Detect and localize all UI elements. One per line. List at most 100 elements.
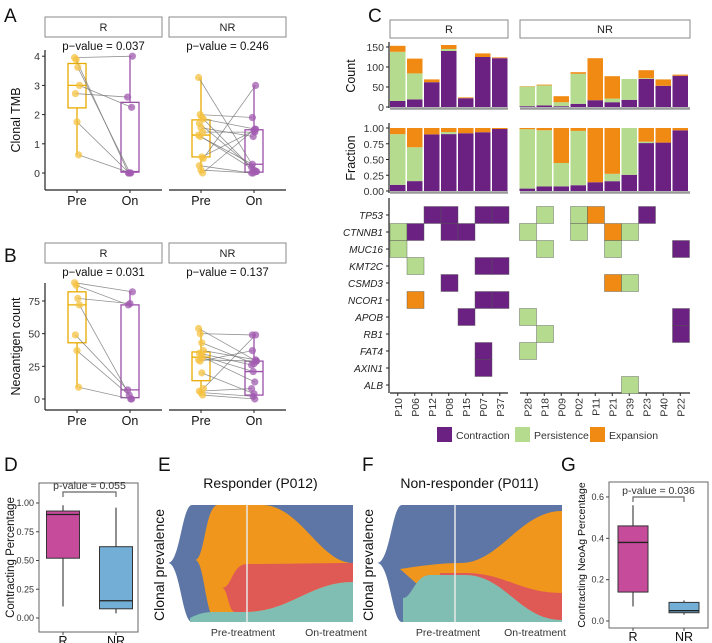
fraction-bar-contraction-P40 [655,142,671,191]
count-bar-contraction-P12 [424,82,440,107]
panel-label-B: B [4,246,17,267]
count-bar-persistence-P08 [441,49,457,51]
x-tick-label: Pre [67,414,87,428]
patient-label-P12: P12 [427,398,439,417]
box [120,101,140,173]
panel-label-F: F [362,455,374,476]
y-tick-label: 2 [34,110,40,122]
data-point-pre [73,118,81,126]
panel-label-A: A [4,6,17,27]
data-point-pre [196,357,204,365]
pair-line [76,350,130,396]
pair-line [201,372,255,395]
box-NR [668,601,700,614]
count-bar-persistence-P06 [407,73,423,100]
panel-label-E: E [158,455,171,476]
data-point-pre [75,301,83,309]
pair-line [78,386,131,400]
count-bar-contraction-P37 [492,58,508,107]
count-y-tick-label: 150 [366,42,384,54]
count-bar-contraction-P10 [390,101,406,107]
pair-line [203,118,256,130]
y-axis-label: Clonal TMB [9,87,23,152]
count-bar-contraction-P09 [553,106,569,107]
pair-line [200,136,253,165]
patient-label-P21: P21 [607,398,619,417]
y-tick-label: 0.50 [16,556,34,566]
p-value-label: p−value = 0.031 [62,267,145,279]
heatmap-cell-TP53-P11 [587,206,605,224]
gene-label-FAT4: FAT4 [360,347,383,358]
count-bar-contraction-P02 [570,103,586,107]
data-point-pre [71,331,79,339]
heatmap-cell-TP53-P23 [638,206,656,224]
plot-frame [608,481,709,629]
x-tick-label: On [122,194,139,208]
fishplot-title: Non-responder (P011) [400,475,538,491]
data-point-on [249,169,257,177]
count-y-tick-label: 50 [372,82,384,94]
pair-line [76,121,130,174]
count-bar-contraction-P22 [672,75,688,107]
fraction-bar-persistence-P09 [553,163,569,187]
patient-label-P09: P09 [556,398,568,417]
x-tick-label: Pre [191,194,211,208]
y-tick-label: 0.00 [16,613,34,623]
box-R [617,525,649,593]
pair-line [203,85,256,159]
count-bar-expansion-P07 [475,53,491,57]
fraction-bar-persistence-P08 [441,132,457,135]
count-bar-persistence-P18 [536,85,552,106]
y-tick-label: 25 [28,361,40,373]
data-point-pre [195,73,203,82]
data-point-on [248,384,256,393]
data-point-on [128,103,136,111]
count-bar-contraction-P39 [621,99,637,107]
y-tick-label: 75 [28,296,40,308]
count-bar-expansion-P18 [536,84,552,86]
heatmap-cell-MUC16-P22 [672,240,690,258]
data-point-pre [196,330,204,338]
x-tick-label: Pre [67,194,87,208]
fraction-bar-persistence-P28 [519,129,535,189]
y-tick-label: 0 [34,394,40,406]
pair-line [202,394,255,400]
fraction-bar-expansion-P18 [536,128,552,131]
y-axis-label: Clonal prevalence [151,509,167,621]
pair-line [200,169,254,174]
y-tick-label: 0.4 [591,533,604,543]
pair-line [75,93,128,98]
data-point-pre [72,56,80,64]
count-bar-expansion-P15 [458,97,474,99]
count-bar-persistence-P28 [519,86,535,107]
count-bar-persistence-P09 [553,102,569,107]
gene-label-RB1: RB1 [364,330,383,341]
fraction-bar-expansion-P06 [407,128,423,148]
count-bar-contraction-P23 [638,79,654,107]
data-point-on [128,288,136,296]
legend-label-expansion: Expansion [609,430,658,442]
data-point-pre [198,339,206,347]
patient-label-P18: P18 [539,398,551,417]
fraction-bar-expansion-P11 [587,128,603,183]
data-point-on [251,125,259,133]
heatmap-cell-TP53-P12 [423,206,442,224]
fraction-bar-persistence-P06 [407,147,423,182]
count-bar-contraction-P18 [536,105,552,107]
data-point-pre [73,347,81,355]
fraction-bar-contraction-P15 [458,133,474,191]
data-point-on [249,367,257,376]
x-tick-label-NR: NR [675,630,693,643]
legend-label-contraction: Contraction [456,430,510,442]
data-point-pre [75,383,83,391]
heatmap-cell-TP53-P08 [440,206,459,224]
pair-line [75,334,128,391]
fraction-y-tick-label: 0.75 [364,139,385,151]
y-tick-label: 0.25 [16,584,34,594]
facet-strip-R [389,19,509,39]
pair-line [77,67,131,174]
legend-swatch-expansion [590,427,605,442]
x-tick-label: Pre [191,414,211,428]
fraction-bar-contraction-P21 [604,181,620,191]
x-tick-label: On [246,414,263,428]
